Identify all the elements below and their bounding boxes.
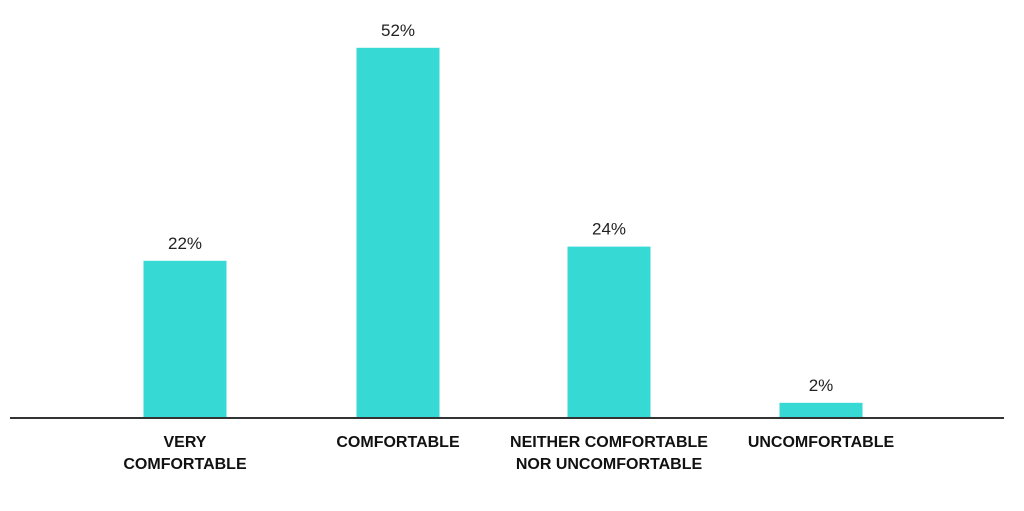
value-label: 24% — [592, 220, 626, 239]
value-label: 52% — [381, 21, 415, 40]
x-tick-label: VERY COMFORTABLE — [123, 434, 247, 473]
x-tick-label: COMFORTABLE — [336, 434, 460, 451]
bar — [779, 402, 863, 417]
x-tick-label: NEITHER COMFORTABLE NOR UNCOMFORTABLE — [510, 434, 708, 473]
x-tick-label: UNCOMFORTABLE — [747, 434, 895, 451]
bar — [143, 260, 227, 417]
value-label: 22% — [168, 234, 202, 253]
bar — [356, 47, 440, 418]
bar — [567, 246, 651, 417]
value-label: 2% — [809, 376, 834, 395]
